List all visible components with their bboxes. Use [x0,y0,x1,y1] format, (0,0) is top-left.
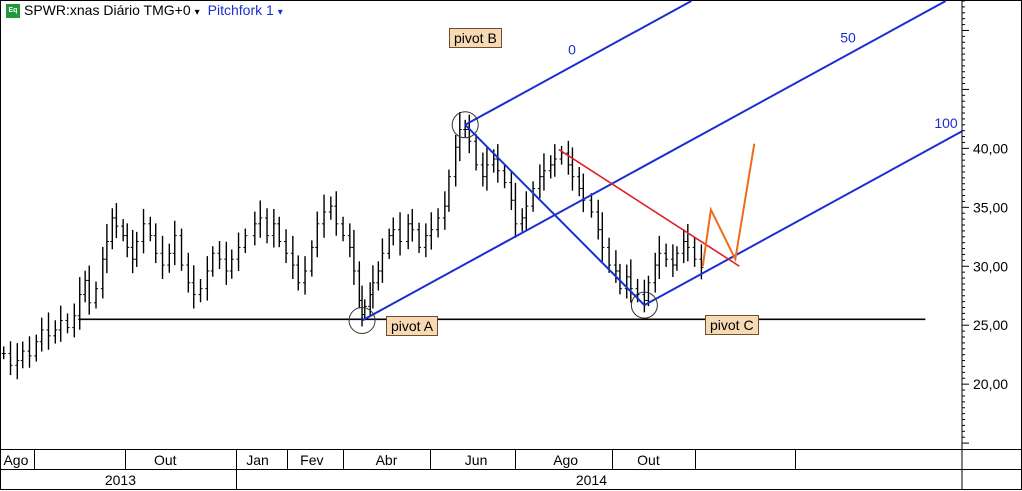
study-title[interactable]: Pitchfork 1 [207,2,274,18]
pivot-b-label: pivot B [449,28,502,48]
x-month-label: Ago [553,452,578,468]
drawing-tools: 0 50 100 [78,0,963,334]
pitchfork-level-0: 0 [568,41,576,57]
pivot-a-circle [348,306,376,334]
x-month-label: Ago [3,452,28,468]
y-tick-label: 40,00 [973,140,1008,156]
symbol-dropdown-icon[interactable]: ▾ [194,7,200,18]
y-tick-label: 35,00 [973,199,1008,215]
x-year-label: 2014 [576,472,607,488]
projection-line [701,143,756,267]
x-axis: Ago Out Jan Fev Abr Jun Ago Out 2013 2014 [0,449,1022,490]
x-month-label: Jan [246,452,269,468]
y-axis: 20,00 25,00 30,00 35,00 40,00 [961,0,1008,490]
study-dropdown-icon[interactable]: ▾ [277,7,283,18]
x-month-label: Out [154,452,177,468]
x-year-label: 2013 [105,472,136,488]
x-month-label: Jun [465,452,488,468]
pitchfork-median-line [361,0,947,322]
pitchfork-upper-tine [464,0,692,126]
chart-header: SPWR:xnas Diário TMG+0 ▾ Pitchfork 1 ▾ [24,2,291,18]
y-tick-label: 30,00 [973,258,1008,274]
pivot-c-circle [630,291,658,319]
pivot-c-label: pivot C [705,315,759,335]
x-month-label: Abr [376,452,398,468]
pivot-a-label: pivot A [386,316,439,336]
symbol-title[interactable]: SPWR:xnas Diário TMG+0 [24,2,191,18]
pitchfork-level-50: 50 [840,29,856,45]
resistance-line [558,148,740,267]
pitchfork-lower-tine [643,130,963,307]
equity-badge: Eq [6,4,20,18]
y-tick-label: 20,00 [973,376,1008,392]
pivot-b-circle [451,111,479,139]
y-tick-label: 25,00 [973,317,1008,333]
x-month-label: Fev [300,452,323,468]
x-month-label: Out [637,452,660,468]
pitchfork-level-100: 100 [934,115,958,131]
